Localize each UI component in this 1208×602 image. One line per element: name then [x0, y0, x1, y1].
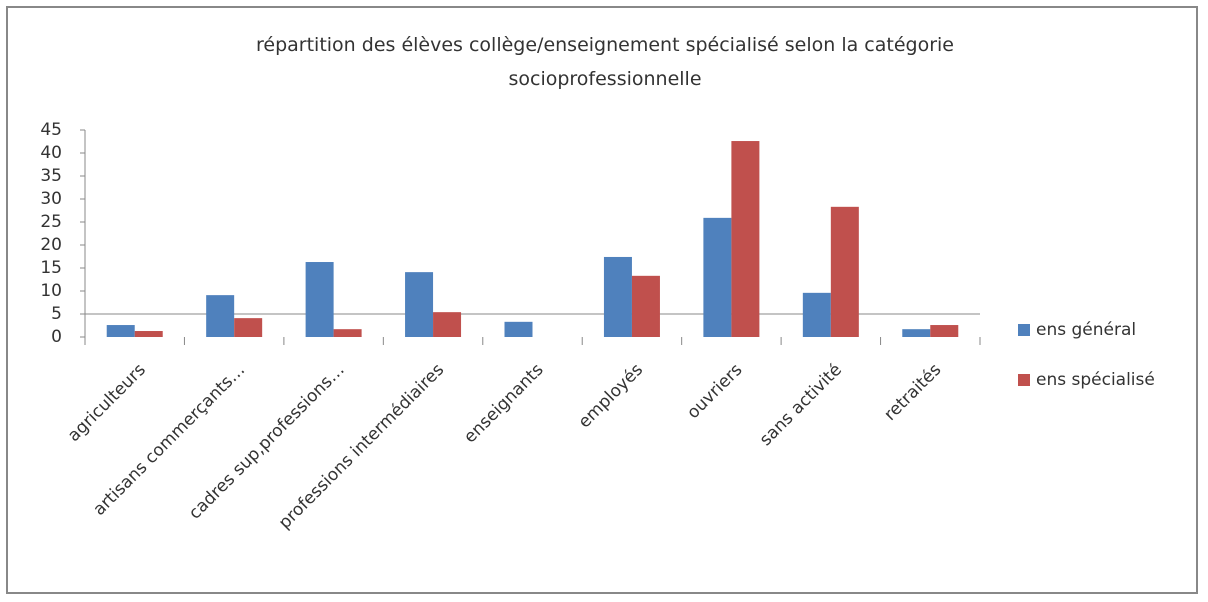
legend-swatch [1018, 374, 1030, 386]
bar [206, 295, 235, 337]
bar [134, 331, 163, 337]
chart-frame [6, 6, 1198, 594]
y-tick-label: 30 [40, 189, 62, 209]
y-tick-label: 20 [40, 235, 62, 255]
x-tick-label: retraités [880, 360, 945, 425]
bar [631, 275, 660, 337]
bar [703, 217, 732, 337]
y-tick-label: 10 [40, 281, 62, 301]
y-tick-label: 15 [40, 258, 62, 278]
bar [234, 318, 263, 337]
y-tick-label: 40 [40, 143, 62, 163]
x-tick-label: enseignants [460, 360, 547, 447]
bar [433, 312, 462, 337]
bar [106, 325, 135, 337]
y-tick-label: 0 [51, 327, 62, 347]
y-tick-label: 25 [40, 212, 62, 232]
y-tick-label: 35 [40, 166, 62, 186]
legend-label: ens spécialisé [1036, 370, 1155, 390]
bar [504, 321, 533, 337]
bar [731, 141, 760, 337]
x-tick-label: ouvriers [683, 360, 746, 423]
bar [305, 262, 334, 337]
bar [902, 329, 931, 337]
bar [603, 256, 632, 337]
y-tick-label: 5 [51, 304, 62, 324]
bar [930, 325, 959, 337]
legend-swatch [1018, 324, 1030, 336]
bar [405, 272, 434, 337]
chart-title: répartition des élèves collège/enseignem… [256, 34, 954, 90]
x-tick-label: professions intermédiaires [275, 360, 448, 533]
legend-label: ens général [1036, 320, 1136, 340]
bar [830, 206, 859, 337]
y-tick-label: 45 [40, 120, 62, 140]
x-tick-label: sans activité [756, 360, 846, 450]
bar [333, 329, 362, 337]
bar [802, 292, 831, 337]
x-tick-label: employés [575, 360, 647, 432]
x-tick-label: agriculteurs [64, 360, 150, 446]
